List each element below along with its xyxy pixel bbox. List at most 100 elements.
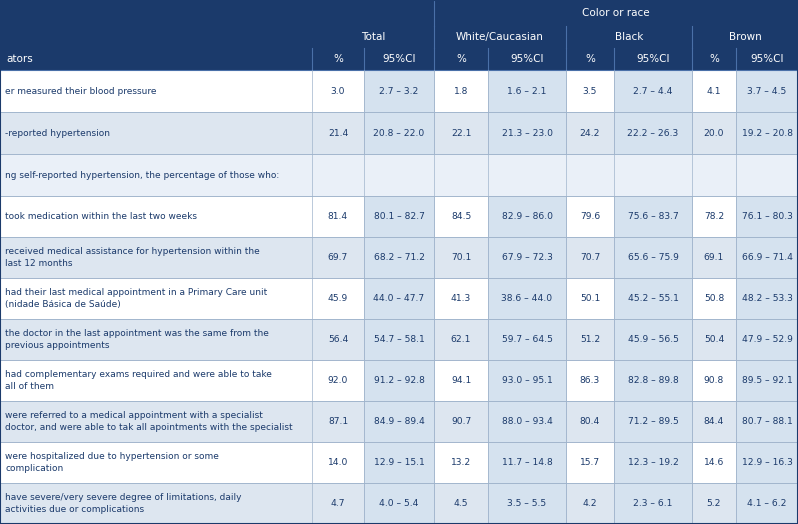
Text: 91.2 – 92.8: 91.2 – 92.8 (373, 376, 425, 385)
Text: had their last medical appointment in a Primary Care unit
(nidade Básica de Saúd: had their last medical appointment in a … (5, 288, 267, 309)
Text: 84.4: 84.4 (704, 417, 725, 426)
Text: 21.4: 21.4 (328, 128, 348, 137)
Text: %: % (709, 54, 719, 64)
Bar (736, 70, 798, 112)
Text: 95%CI: 95%CI (382, 54, 416, 64)
Text: 69.7: 69.7 (328, 253, 348, 262)
Text: 47.9 – 52.9: 47.9 – 52.9 (741, 335, 792, 344)
Bar (614, 401, 692, 442)
Text: 45.9 – 56.5: 45.9 – 56.5 (627, 335, 678, 344)
Text: 70.1: 70.1 (451, 253, 471, 262)
Bar (488, 401, 566, 442)
Text: 84.9 – 89.4: 84.9 – 89.4 (373, 417, 425, 426)
Text: 90.7: 90.7 (451, 417, 471, 426)
Text: 22.2 – 26.3: 22.2 – 26.3 (627, 128, 678, 137)
Bar (736, 319, 798, 360)
Bar (488, 483, 566, 524)
Text: ators: ators (6, 54, 33, 64)
Bar (364, 237, 434, 278)
Bar (364, 319, 434, 360)
Bar (0, 112, 798, 154)
Bar (736, 442, 798, 483)
Bar (364, 442, 434, 483)
Text: 80.4: 80.4 (580, 417, 600, 426)
Bar (0, 401, 798, 442)
Text: 22.1: 22.1 (451, 128, 471, 137)
Text: 50.1: 50.1 (580, 294, 600, 303)
Text: ng self-reported hypertension, the percentage of those who:: ng self-reported hypertension, the perce… (5, 170, 279, 180)
Text: 88.0 – 93.4: 88.0 – 93.4 (502, 417, 552, 426)
Bar (488, 360, 566, 401)
Text: 4.1: 4.1 (707, 86, 721, 95)
Text: Color or race: Color or race (583, 8, 650, 18)
Text: 65.6 – 75.9: 65.6 – 75.9 (627, 253, 678, 262)
Bar (614, 196, 692, 237)
Bar (0, 26, 798, 48)
Text: 4.2: 4.2 (583, 499, 598, 508)
Text: 12.3 – 19.2: 12.3 – 19.2 (627, 458, 678, 467)
Text: 68.2 – 71.2: 68.2 – 71.2 (373, 253, 425, 262)
Text: 59.7 – 64.5: 59.7 – 64.5 (502, 335, 552, 344)
Bar (0, 360, 798, 401)
Bar (364, 278, 434, 319)
Text: 62.1: 62.1 (451, 335, 471, 344)
Text: 1.6 – 2.1: 1.6 – 2.1 (508, 86, 547, 95)
Text: 41.3: 41.3 (451, 294, 471, 303)
Bar (736, 401, 798, 442)
Text: 69.1: 69.1 (704, 253, 724, 262)
Text: 3.0: 3.0 (330, 86, 346, 95)
Bar (614, 319, 692, 360)
Bar (736, 483, 798, 524)
Text: 2.3 – 6.1: 2.3 – 6.1 (634, 499, 673, 508)
Bar (0, 48, 798, 70)
Text: 86.3: 86.3 (580, 376, 600, 385)
Bar (364, 196, 434, 237)
Bar (364, 401, 434, 442)
Text: 70.7: 70.7 (580, 253, 600, 262)
Text: 4.1 – 6.2: 4.1 – 6.2 (747, 499, 787, 508)
Bar (488, 237, 566, 278)
Bar (0, 196, 798, 237)
Text: 50.4: 50.4 (704, 335, 725, 344)
Bar (736, 112, 798, 154)
Text: were referred to a medical appointment with a specialist
doctor, and were able t: were referred to a medical appointment w… (5, 411, 293, 432)
Text: received medical assistance for hypertension within the
last 12 months: received medical assistance for hyperten… (5, 247, 260, 268)
Bar (488, 278, 566, 319)
Text: 79.6: 79.6 (580, 212, 600, 221)
Text: 45.9: 45.9 (328, 294, 348, 303)
Bar (488, 319, 566, 360)
Text: 2.7 – 4.4: 2.7 – 4.4 (634, 86, 673, 95)
Text: 78.2: 78.2 (704, 212, 724, 221)
Text: 80.7 – 88.1: 80.7 – 88.1 (741, 417, 792, 426)
Text: 75.6 – 83.7: 75.6 – 83.7 (627, 212, 678, 221)
Bar (488, 442, 566, 483)
Text: Total: Total (361, 32, 385, 42)
Text: 24.2: 24.2 (580, 128, 600, 137)
Text: 93.0 – 95.1: 93.0 – 95.1 (502, 376, 552, 385)
Text: 14.0: 14.0 (328, 458, 348, 467)
Text: 45.2 – 55.1: 45.2 – 55.1 (627, 294, 678, 303)
Text: 20.0: 20.0 (704, 128, 725, 137)
Text: 56.4: 56.4 (328, 335, 348, 344)
Text: were hospitalized due to hypertension or some
complication: were hospitalized due to hypertension or… (5, 452, 219, 473)
Text: 2.7 – 3.2: 2.7 – 3.2 (379, 86, 419, 95)
Text: 81.4: 81.4 (328, 212, 348, 221)
Bar (364, 483, 434, 524)
Bar (364, 360, 434, 401)
Bar (0, 70, 798, 112)
Text: 12.9 – 15.1: 12.9 – 15.1 (373, 458, 425, 467)
Bar (614, 237, 692, 278)
Text: had complementary exams required and were able to take
all of them: had complementary exams required and wer… (5, 370, 272, 391)
Text: 4.5: 4.5 (454, 499, 468, 508)
Text: the doctor in the last appointment was the same from the
previous appointments: the doctor in the last appointment was t… (5, 329, 269, 350)
Bar (0, 278, 798, 319)
Text: 3.7 – 4.5: 3.7 – 4.5 (748, 86, 787, 95)
Bar (488, 112, 566, 154)
Text: 87.1: 87.1 (328, 417, 348, 426)
Bar (0, 237, 798, 278)
Bar (0, 442, 798, 483)
Bar (614, 483, 692, 524)
Bar (0, 483, 798, 524)
Text: 21.3 – 23.0: 21.3 – 23.0 (501, 128, 552, 137)
Text: 50.8: 50.8 (704, 294, 724, 303)
